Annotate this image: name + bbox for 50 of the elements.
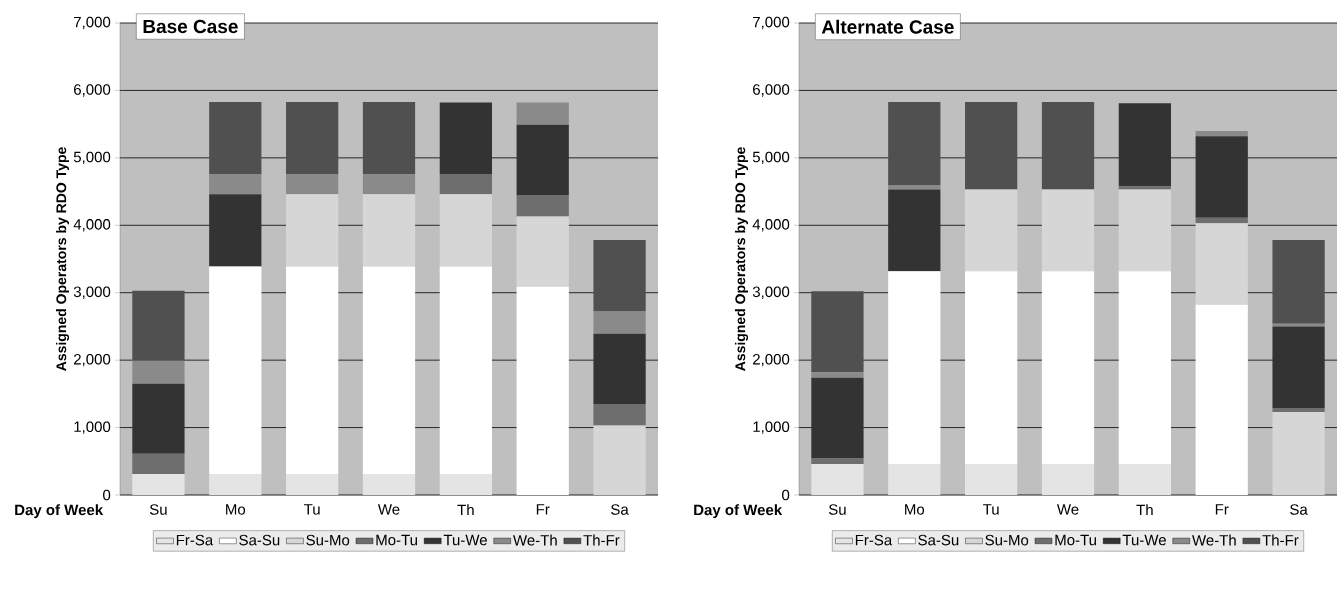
y-tick-label: 2,000 (74, 353, 111, 367)
legend-label: Su-Mo (985, 534, 1029, 546)
x-tick-label: Tu (983, 504, 999, 515)
y-tick-label: 5,000 (752, 151, 790, 165)
x-tick-label: Mo (226, 504, 246, 515)
y-tick-label: 2,000 (753, 353, 790, 367)
legend-label: Fr-Sa (855, 534, 893, 546)
legend-label: Sa-Su (918, 534, 959, 546)
chart-title: Base Case (143, 19, 238, 34)
legend-label: Tu-We (443, 534, 487, 546)
x-tick-label: Fr (536, 504, 550, 515)
legend-label: Sa-Su (239, 534, 280, 546)
legend-label: Mo-Tu (1055, 534, 1096, 546)
x-tick-label: Th (1136, 504, 1153, 516)
y-axis-title: Assigned Operators by RDO Type (55, 147, 70, 371)
y-tick-label: 0 (103, 489, 111, 501)
x-tick-label: Mo (905, 504, 925, 515)
legend-label: We-Th (1192, 534, 1236, 546)
y-tick-label: 3,000 (73, 286, 111, 299)
y-tick-label: 7,000 (753, 16, 790, 30)
y-tick-label: 1,000 (74, 421, 111, 434)
legend-label: Th-Fr (1262, 534, 1299, 546)
y-tick-label: 6,000 (74, 84, 111, 97)
x-tick-label: Tu (304, 504, 320, 515)
chart-title: Alternate Case (821, 19, 954, 34)
x-tick-label: We (1056, 504, 1079, 515)
x-axis-title: Day of Week (694, 504, 783, 519)
legend-label: We-Th (513, 534, 557, 546)
legend-label: Th-Fr (583, 534, 620, 546)
y-tick-label: 6,000 (753, 84, 790, 97)
y-tick-label: 5,000 (73, 151, 111, 165)
x-axis-title: Day of Week (15, 504, 104, 519)
y-tick-label: 7,000 (74, 16, 111, 30)
y-tick-label: 4,000 (752, 219, 790, 232)
y-axis-title: Assigned Operators by RDO Type (734, 147, 749, 371)
legend-label: Fr-Sa (176, 534, 214, 546)
y-tick-label: 4,000 (73, 219, 111, 232)
y-tick-label: 0 (782, 489, 790, 501)
legend-label: Mo-Tu (376, 534, 417, 546)
x-tick-label: Su (828, 504, 846, 515)
x-tick-label: Su (149, 504, 167, 515)
x-tick-label: Th (457, 504, 474, 516)
x-tick-label: Fr (1215, 504, 1229, 515)
x-tick-label: We (377, 504, 400, 515)
y-tick-label: 1,000 (753, 421, 790, 434)
legend-label: Su-Mo (306, 534, 350, 546)
y-tick-label: 3,000 (752, 286, 790, 299)
x-tick-label: Sa (1290, 504, 1308, 515)
x-tick-label: Sa (611, 504, 629, 515)
legend-label: Tu-We (1122, 534, 1166, 546)
